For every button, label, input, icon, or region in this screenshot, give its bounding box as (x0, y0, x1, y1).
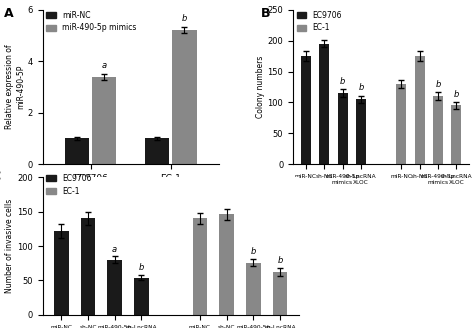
Bar (301, 56, 311, 164)
Text: b: b (277, 256, 283, 265)
Bar (319, 44, 329, 164)
Bar (396, 84, 406, 164)
Text: b: b (138, 263, 144, 272)
Bar (273, 272, 287, 315)
Text: a: a (102, 61, 107, 70)
Y-axis label: Number of invasive cells: Number of invasive cells (5, 199, 14, 293)
Text: B: B (261, 7, 271, 20)
Bar (107, 260, 122, 315)
Legend: miR-NC, miR-490-5p mimics: miR-NC, miR-490-5p mimics (46, 10, 136, 32)
Text: b: b (454, 90, 459, 99)
Legend: EC9706, EC-1: EC9706, EC-1 (297, 10, 342, 32)
Y-axis label: Colony numbers: Colony numbers (256, 56, 265, 118)
Bar (219, 214, 234, 315)
Bar (134, 278, 149, 315)
Bar (192, 218, 207, 315)
Bar (81, 218, 95, 315)
Bar (65, 138, 89, 164)
Bar (92, 77, 117, 164)
Text: a: a (112, 245, 117, 254)
Bar (337, 93, 347, 164)
Text: b: b (251, 247, 256, 256)
Text: b: b (435, 80, 441, 90)
Bar (451, 105, 462, 164)
Text: b: b (182, 14, 187, 24)
Bar (173, 31, 197, 164)
Text: b: b (340, 77, 345, 86)
Bar (356, 99, 366, 164)
Y-axis label: Relative expression of
miR-490-5P: Relative expression of miR-490-5P (5, 45, 25, 129)
Bar (246, 262, 261, 315)
Bar (433, 96, 443, 164)
Legend: EC9706, EC-1: EC9706, EC-1 (46, 174, 91, 196)
Bar (145, 138, 169, 164)
Text: b: b (358, 83, 364, 92)
Bar (54, 231, 69, 315)
Bar (415, 56, 425, 164)
Text: A: A (4, 7, 13, 20)
